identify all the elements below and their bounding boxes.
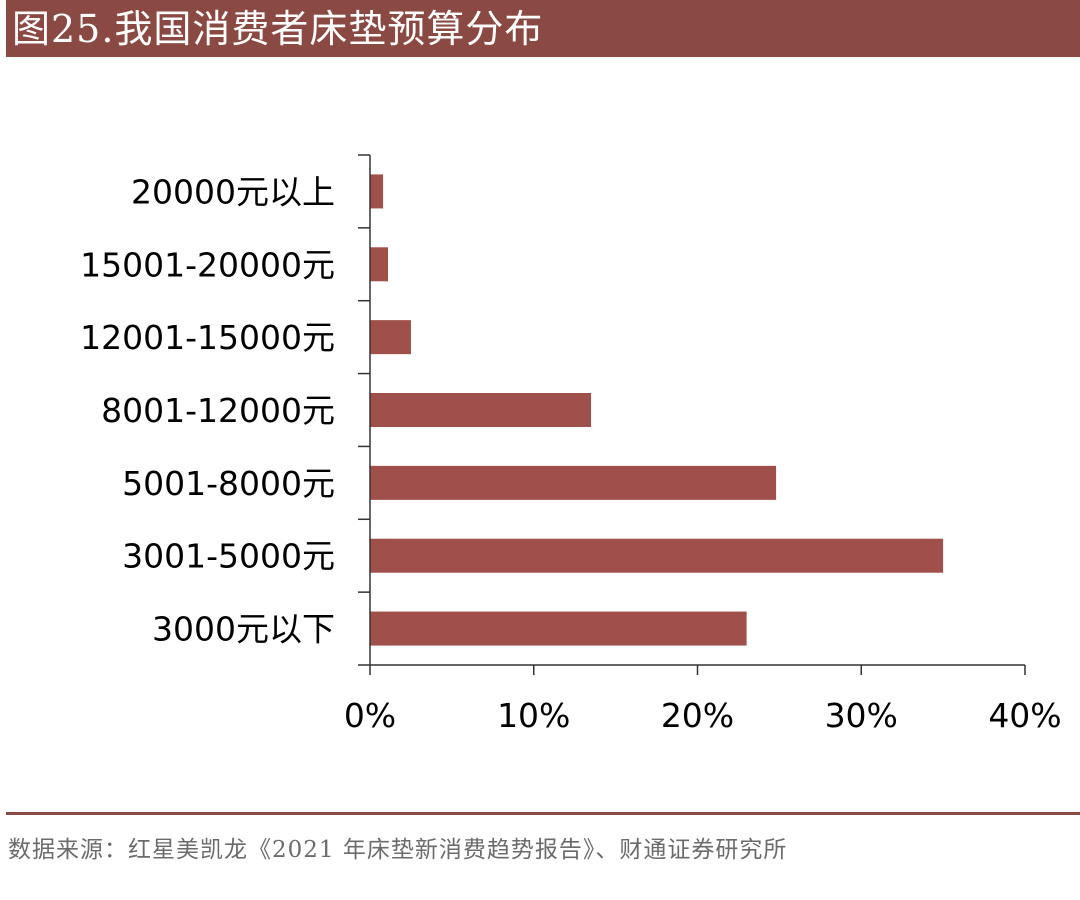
bar (370, 465, 777, 500)
category-label: 12001-15000元 (80, 318, 335, 357)
category-label: 3000元以下 (152, 610, 335, 649)
bar (370, 247, 389, 282)
x-tick-label: 40% (988, 696, 1061, 735)
category-label: 20000元以上 (131, 172, 335, 211)
footer-divider (6, 812, 1080, 815)
chart-title: 图25.我国消费者床垫预算分布 (12, 7, 544, 51)
category-label: 15001-20000元 (80, 245, 335, 284)
bar (370, 393, 592, 427)
bar (370, 174, 384, 209)
data-source-note: 数据来源：红星美凯龙《2021 年床垫新消费趋势报告》、财通证券研究所 (8, 837, 788, 863)
bar (370, 320, 411, 355)
x-tick-label: 30% (825, 696, 898, 735)
bar (370, 611, 747, 646)
category-label: 8001-12000元 (101, 391, 335, 430)
x-tick-label: 0% (344, 696, 396, 735)
bar-chart: 20000元以上 15001-20000元 12001-15000元 8001-120… (80, 154, 1062, 735)
category-label: 5001-8000元 (122, 464, 335, 503)
category-label: 3001-5000元 (122, 537, 335, 576)
x-tick-labels: 0% 10% 20% 30% 40% (344, 696, 1062, 735)
bars (370, 174, 944, 646)
x-tick-label: 20% (661, 696, 734, 735)
category-labels: 20000元以上 15001-20000元 12001-15000元 8001-120… (80, 172, 335, 648)
bar (370, 538, 944, 573)
x-tick-label: 10% (497, 696, 570, 735)
axes (358, 154, 1026, 675)
header-band: 图25.我国消费者床垫预算分布 (6, 0, 1080, 57)
